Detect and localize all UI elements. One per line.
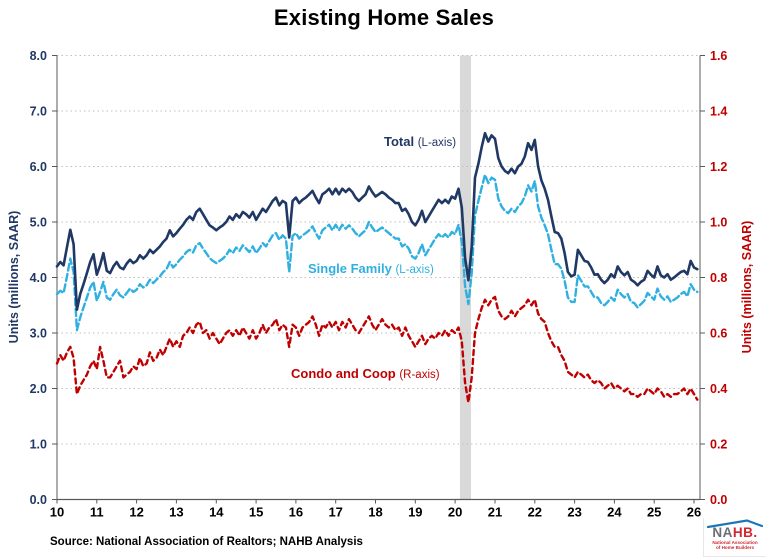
- x-axis-tick-label: 17: [328, 505, 342, 520]
- x-axis-tick-label: 24: [607, 505, 622, 520]
- left_axis-tick-label: 7.0: [30, 105, 47, 119]
- series-label-condo-coop-axis-tag: (R-axis): [399, 369, 440, 381]
- right_axis-tick-label: 1.0: [710, 216, 727, 230]
- nahb-logo-na: NA: [712, 525, 733, 540]
- left_axis-tick-label: 3.0: [30, 327, 47, 341]
- nahb-roof-icon: [707, 519, 763, 528]
- x-axis-tick-label: 16: [289, 505, 303, 520]
- x-axis-tick-label: 12: [129, 505, 143, 520]
- left-axis-title: Units (millions, SAAR): [7, 210, 21, 344]
- right_axis-tick-label: 0.2: [710, 438, 727, 452]
- series-label-condo-coop: Condo and Coop (R-axis): [291, 366, 440, 381]
- nahb-logo-word: NAHB.: [704, 525, 766, 540]
- right-axis-title: Units (millions, SAAR): [740, 220, 754, 354]
- x-axis-tick-label: 11: [90, 505, 104, 520]
- left_axis-tick-label: 8.0: [30, 49, 47, 63]
- x-axis-tick-label: 21: [488, 505, 502, 520]
- x-axis-tick-label: 25: [647, 505, 661, 520]
- left_axis-tick-label: 5.0: [30, 216, 47, 230]
- series-label-total-axis-tag: (L-axis): [417, 137, 457, 149]
- right_axis-tick-label: 1.2: [710, 160, 727, 174]
- nahb-logo: NAHB. National Association of Home Build…: [703, 518, 766, 557]
- series-line-single-family: [55, 173, 699, 332]
- left_axis-tick-label: 6.0: [30, 160, 47, 174]
- series-line-total: [55, 131, 699, 312]
- series-label-single-family-axis-tag: (L-axis): [395, 264, 434, 276]
- series-label-single-family-name: Single Family: [308, 261, 392, 276]
- nahb-logo-hb: HB.: [732, 525, 758, 540]
- right_axis-tick-label: 0.8: [710, 271, 727, 285]
- left_axis-tick-label: 0.0: [30, 493, 47, 507]
- left_axis-tick-label: 4.0: [30, 271, 47, 285]
- x-axis-tick-label: 13: [169, 505, 183, 520]
- right_axis-tick-label: 0.6: [710, 327, 727, 341]
- x-axis-tick-label: 23: [567, 505, 581, 520]
- x-axis-tick-label: 19: [408, 505, 422, 520]
- left_axis-tick-label: 1.0: [30, 438, 47, 452]
- x-axis-tick-label: 22: [528, 505, 542, 520]
- recession-band: [459, 55, 471, 500]
- x-axis-tick-label: 18: [368, 505, 382, 520]
- series-label-condo-coop-name: Condo and Coop: [291, 366, 396, 381]
- left_axis-tick-label: 2.0: [30, 382, 47, 396]
- source-note: Source: National Association of Realtors…: [50, 536, 363, 548]
- right_axis-tick-label: 0.4: [710, 382, 727, 396]
- series-label-total-name: Total: [384, 134, 415, 149]
- x-axis-tick-label: 26: [687, 505, 701, 520]
- x-axis-tick-label: 20: [448, 505, 462, 520]
- series-label-total: Total (L-axis): [384, 134, 456, 149]
- x-axis-tick-label: 10: [50, 505, 64, 520]
- series-label-single-family: Single Family (L-axis): [308, 261, 434, 276]
- chart-title: Existing Home Sales: [273, 5, 495, 30]
- x-axis-tick-label: 15: [249, 505, 263, 520]
- nahb-logo-tagline: National Association of Home Builders: [712, 539, 758, 550]
- right_axis-tick-label: 1.4: [710, 105, 727, 119]
- right_axis-tick-label: 0.0: [710, 493, 727, 507]
- right_axis-tick-label: 1.6: [710, 49, 727, 63]
- series-line-condo-and-coop: [55, 295, 699, 404]
- x-axis-tick-label: 14: [209, 505, 224, 520]
